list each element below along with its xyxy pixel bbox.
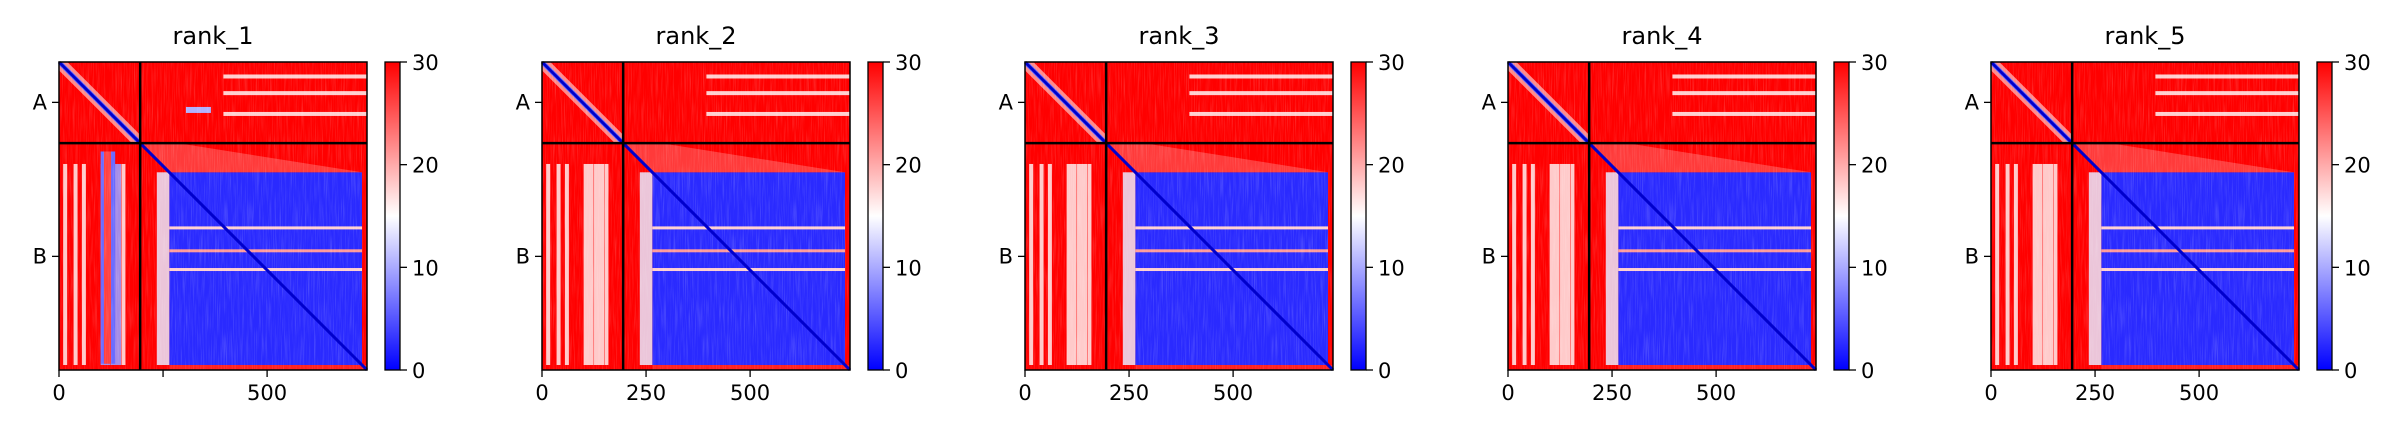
- colorbar-tick-label: 20: [2344, 154, 2371, 178]
- panel-rank_1: rank_1 0 500 A B 0 10 20 30: [33, 22, 439, 405]
- y-tick-label: A: [999, 90, 1014, 114]
- colorbar-tick-label: 10: [1378, 256, 1405, 280]
- colorbar-tick-label: 10: [2344, 256, 2371, 280]
- colorbar-tick-label: 20: [1378, 154, 1405, 178]
- colorbar-gradient: [1833, 61, 1850, 371]
- x-tick-label: 0: [535, 381, 548, 405]
- colorbar-tick-label: 0: [1378, 359, 1391, 383]
- colorbar-gradient: [867, 61, 884, 371]
- colorbar-tick-label: 10: [412, 256, 439, 280]
- x-tick-label: 250: [1592, 381, 1632, 405]
- plot-frame: [1024, 61, 1334, 371]
- colorbar-tick-label: 20: [412, 154, 439, 178]
- pae-heatmap: [540, 60, 852, 372]
- x-tick-label: 250: [626, 381, 666, 405]
- x-tick-label: 500: [730, 381, 770, 405]
- y-tick-label: B: [33, 244, 47, 268]
- heatmap-diagonal: [1989, 60, 2301, 372]
- y-tick-label: A: [33, 90, 48, 114]
- colorbar-tick-label: 20: [1861, 154, 1888, 178]
- y-tick-label: A: [1965, 90, 1980, 114]
- x-tick-label: 0: [52, 381, 65, 405]
- plot-frame: [58, 61, 368, 371]
- heatmap-diagonal: [1023, 60, 1335, 372]
- panel-title: rank_4: [1622, 22, 1703, 50]
- heatmap-diagonal: [57, 60, 369, 372]
- x-tick-label: 0: [1984, 381, 1997, 405]
- colorbar: 0 10 20 30: [1833, 51, 1888, 383]
- x-tick-label: 0: [1018, 381, 1031, 405]
- plot-frame: [1990, 61, 2300, 371]
- panel-rank_2: rank_2 0 250 500 A B 0 10 20 30: [516, 22, 922, 405]
- panel-rank_4: rank_4 0 250 500 A B 0 10 20 30: [1482, 22, 1888, 405]
- colorbar-gradient: [1350, 61, 1367, 371]
- pae-heatmap: [1989, 60, 2301, 372]
- y-tick-label: A: [1482, 90, 1497, 114]
- colorbar: 0 10 20 30: [1350, 51, 1405, 383]
- y-tick-label: A: [516, 90, 531, 114]
- colorbar-tick-label: 0: [2344, 359, 2357, 383]
- colorbar: 0 10 20 30: [867, 51, 922, 383]
- x-tick-label: 0: [1501, 381, 1514, 405]
- panel-title: rank_3: [1139, 22, 1220, 50]
- x-tick-label: 500: [247, 381, 287, 405]
- colorbar-tick-label: 10: [895, 256, 922, 280]
- colorbar-tick-label: 0: [895, 359, 908, 383]
- pae-heatmap: [57, 60, 369, 372]
- panel-title: rank_2: [656, 22, 737, 50]
- colorbar-tick-label: 30: [2344, 51, 2371, 75]
- plot-frame: [541, 61, 851, 371]
- colorbar: 0 10 20 30: [2316, 51, 2371, 383]
- x-tick-label: 250: [2075, 381, 2115, 405]
- colorbar-gradient: [384, 61, 401, 371]
- x-tick-label: 500: [1213, 381, 1253, 405]
- y-tick-label: B: [1482, 244, 1496, 268]
- colorbar-tick-label: 30: [1861, 51, 1888, 75]
- colorbar-gradient: [2316, 61, 2333, 371]
- colorbar-tick-label: 20: [895, 154, 922, 178]
- panel-title: rank_1: [173, 22, 254, 50]
- x-tick-label: 500: [2179, 381, 2219, 405]
- y-tick-label: B: [999, 244, 1013, 268]
- colorbar-tick-label: 30: [1378, 51, 1405, 75]
- colorbar-tick-label: 30: [412, 51, 439, 75]
- plot-frame: [1507, 61, 1817, 371]
- panel-title: rank_5: [2105, 22, 2186, 50]
- colorbar-tick-label: 10: [1861, 256, 1888, 280]
- panel-rank_3: rank_3 0 250 500 A B 0 10 20 30: [999, 22, 1405, 405]
- colorbar-tick-label: 0: [412, 359, 425, 383]
- colorbar-tick-label: 30: [895, 51, 922, 75]
- panel-rank_5: rank_5 0 250 500 A B 0 10 20 30: [1965, 22, 2371, 405]
- colorbar-tick-label: 0: [1861, 359, 1874, 383]
- pae-heatmap: [1506, 60, 1818, 372]
- x-tick-label: 500: [1696, 381, 1736, 405]
- colorbar: 0 10 20 30: [384, 51, 439, 383]
- x-tick-label: 250: [1109, 381, 1149, 405]
- pae-heatmap: [1023, 60, 1335, 372]
- heatmap-diagonal: [1506, 60, 1818, 372]
- heatmap-diagonal: [540, 60, 852, 372]
- y-tick-label: B: [1965, 244, 1979, 268]
- y-tick-label: B: [516, 244, 530, 268]
